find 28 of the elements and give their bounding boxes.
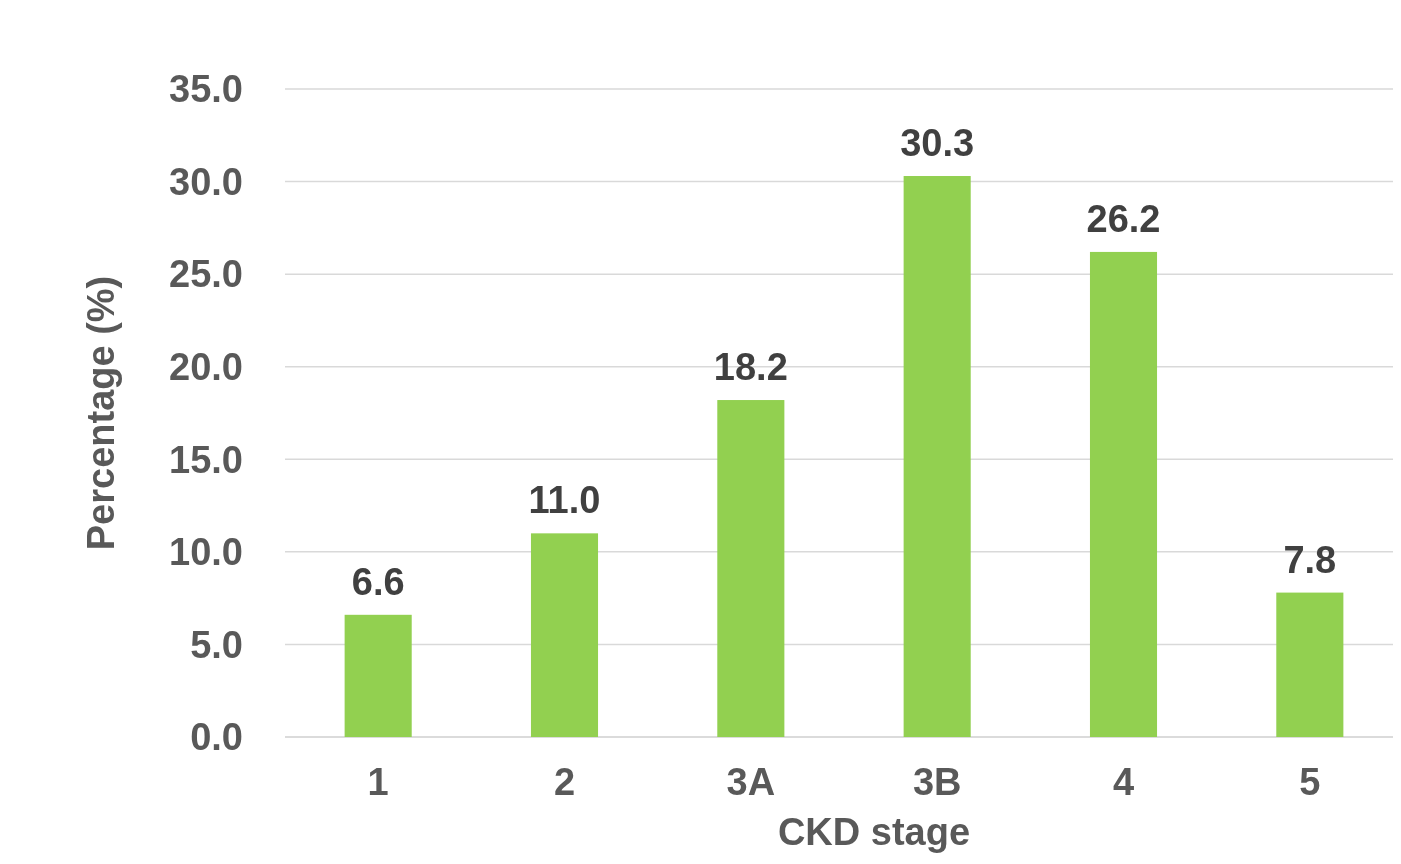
x-tick-label: 1 bbox=[367, 761, 389, 803]
x-tick-label: 2 bbox=[553, 761, 576, 803]
x-tick-label: 5 bbox=[1299, 761, 1321, 803]
data-label: 11.0 bbox=[528, 479, 601, 522]
y-tick-label: 0.0 bbox=[190, 716, 243, 759]
y-axis-title: Percentage (%) bbox=[80, 275, 122, 551]
data-label: 26.2 bbox=[1086, 197, 1161, 240]
y-tick-label: 25.0 bbox=[169, 253, 243, 296]
data-label: 30.3 bbox=[900, 122, 975, 165]
bar bbox=[1276, 592, 1344, 737]
bar bbox=[903, 176, 971, 737]
bar bbox=[1089, 251, 1158, 737]
x-tick-label: 3A bbox=[726, 761, 776, 803]
data-label: 7.8 bbox=[1283, 538, 1337, 581]
y-tick-label: 35.0 bbox=[169, 68, 243, 111]
bar bbox=[344, 614, 412, 737]
y-tick-label: 20.0 bbox=[169, 346, 243, 389]
x-tick-label: 3B bbox=[912, 761, 962, 803]
x-axis-title: CKD stage bbox=[777, 811, 971, 853]
y-tick-label: 5.0 bbox=[190, 623, 243, 666]
bar bbox=[717, 400, 785, 737]
y-tick-label: 30.0 bbox=[169, 160, 243, 203]
data-label: 6.6 bbox=[351, 560, 405, 603]
bar bbox=[530, 533, 599, 737]
y-tick-label: 15.0 bbox=[169, 438, 243, 481]
x-tick-label: 4 bbox=[1112, 761, 1135, 803]
data-label: 18.2 bbox=[713, 346, 788, 389]
y-tick-label: 10.0 bbox=[169, 531, 243, 574]
